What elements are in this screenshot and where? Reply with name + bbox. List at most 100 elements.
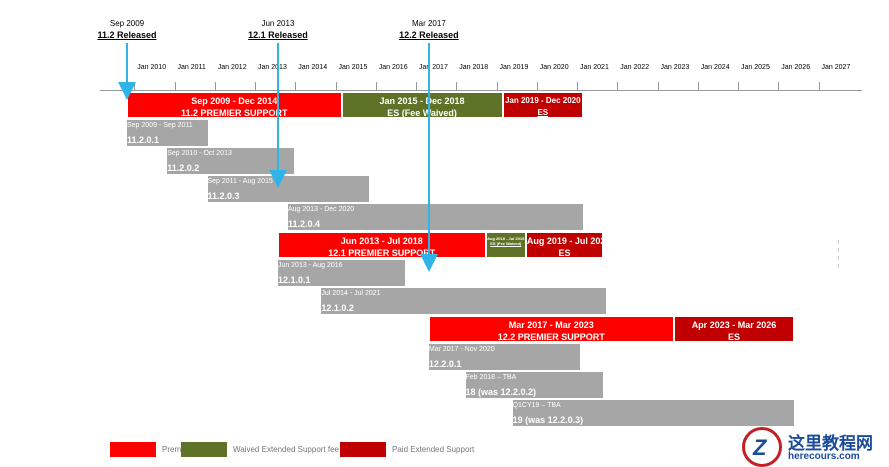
divider-mark (838, 248, 839, 252)
waived-support-bar: Jan 2015 - Dec 2018 ES (Fee Waived) (341, 92, 503, 118)
watermark-url: herecours.com (788, 451, 860, 462)
release-label: 11.2 Released (97, 30, 157, 40)
paid-support-bar: Aug 2019 - Jul 2021 ES (525, 232, 604, 258)
support-type: ES (558, 248, 571, 258)
release-line (427, 43, 430, 256)
release-date: Sep 2009 (109, 19, 145, 28)
release-label: 12.2 Released (399, 30, 459, 40)
patchset-dates: Mar 2017 - Nov 2020 (428, 346, 495, 353)
divider-mark (838, 256, 839, 260)
support-type: ES (Fee Waived) (387, 108, 457, 118)
patchset-version: 11.2.0.4 (288, 219, 321, 229)
patchset-bar: Jul 2014 - Jul 2021 12.1.0.2 (321, 288, 607, 314)
year-label: Jan 2014 (298, 64, 328, 71)
year-tick (174, 82, 176, 91)
year-tick (255, 82, 257, 91)
year-label: Jan 2010 (137, 64, 167, 71)
support-period: Aug 2019 - Jul 2021 (526, 236, 604, 246)
support-type: ES (537, 108, 549, 117)
patchset-dates: Sep 2011 - Aug 2015 (207, 178, 273, 185)
release-date: Jun 2013 (261, 19, 295, 28)
patchset-version: 11.2.0.1 (127, 135, 160, 145)
watermark-site-name: 这里教程网 (788, 434, 873, 453)
year-tick (778, 82, 780, 91)
legend-waived-swatch (181, 441, 227, 457)
support-type: 12.1 PREMIER SUPPORT (328, 248, 436, 258)
year-tick (617, 82, 619, 91)
support-type: 11.2 PREMIER SUPPORT (180, 108, 288, 118)
release-arrow-icon (118, 82, 136, 100)
year-tick (295, 82, 297, 91)
patchset-bar: Mar 2017 - Nov 2020 12.2.0.1 (428, 344, 580, 370)
patchset-version: 12.1.0.1 (277, 275, 311, 285)
watermark-logo: Z 这里教程网 herecours.com (742, 427, 889, 467)
patchset-bar: Q1CY19 – TBA 19 (was 12.2.0.3) (512, 400, 795, 426)
year-tick (577, 82, 579, 91)
year-tick (536, 82, 538, 91)
support-type: ES (Fee Waived) (490, 241, 522, 246)
patchset-dates: Q1CY19 – TBA (512, 402, 561, 409)
release-label: 12.1 Released (248, 30, 308, 40)
premier-support-bar: Jun 2013 - Jul 2018 12.1 PREMIER SUPPORT (277, 232, 486, 258)
premier-support-bar: Mar 2017 - Mar 2023 12.2 PREMIER SUPPORT (428, 316, 674, 342)
divider-mark (838, 264, 839, 268)
patchset-bar: Sep 2010 - Oct 2013 11.2.0.2 (167, 148, 295, 174)
year-tick (496, 82, 498, 91)
year-label: Jan 2026 (781, 64, 811, 71)
patchset-version: 18 (was 12.2.0.2) (465, 387, 537, 397)
support-period: Jan 2015 - Dec 2018 (379, 96, 465, 106)
year-label: Jan 2027 (821, 64, 851, 71)
release-arrow-icon (419, 254, 438, 272)
release-line (126, 43, 128, 84)
patchset-dates: Feb 2018 – TBA (465, 374, 517, 381)
year-label: Jan 2012 (217, 64, 247, 71)
patchset-dates: Jul 2014 - Jul 2021 (321, 290, 381, 297)
year-label: Jan 2019 (499, 64, 529, 71)
legend-waived: Waived Extended Support fee (181, 441, 339, 457)
patchset-version: 11.2.0.2 (167, 163, 200, 173)
year-label: Jan 2017 (419, 64, 448, 71)
support-period: Jan 2019 - Dec 2020 (504, 96, 581, 105)
support-type: ES (727, 332, 740, 342)
patchset-version: 12.2.0.1 (428, 359, 462, 369)
patchset-bar: Aug 2013 - Dec 2020 11.2.0.4 (288, 204, 584, 230)
patchset-dates: Sep 2010 - Oct 2013 (167, 150, 232, 157)
patchset-version: 19 (was 12.2.0.3) (512, 415, 584, 425)
year-tick (818, 82, 820, 91)
support-period: Apr 2023 - Mar 2026 (691, 320, 777, 330)
legend-paid-swatch (340, 441, 386, 457)
legend-paid-label: Paid Extended Support (392, 444, 475, 454)
year-label: Jan 2020 (539, 64, 569, 71)
year-label: Jan 2023 (660, 64, 690, 71)
year-label: Jan 2021 (580, 64, 609, 71)
patchset-dates: Jun 2013 - Aug 2016 (277, 262, 343, 269)
year-tick (657, 82, 659, 91)
year-label: Jan 2018 (459, 64, 489, 71)
patchset-version: 11.2.0.3 (207, 191, 240, 201)
legend-premier: Premier (110, 441, 190, 457)
release-line (276, 43, 279, 172)
watermark-logo-icon: Z (742, 427, 782, 467)
year-tick (697, 82, 699, 91)
year-label: Jan 2025 (741, 64, 770, 71)
divider-mark (838, 240, 839, 244)
year-label: Jan 2015 (338, 64, 368, 71)
support-period: Sep 2009 - Dec 2014 (191, 96, 278, 106)
year-tick (738, 82, 740, 91)
patchset-version: 12.1.0.2 (321, 303, 354, 313)
paid-support-bar: Jan 2019 - Dec 2020 ES (502, 92, 584, 118)
waived-support-bar: Aug 2018 - Jul 2019 ES (Fee Waived) (485, 232, 526, 258)
year-tick (214, 82, 216, 91)
legend-waived-label: Waived Extended Support fee (233, 444, 339, 454)
legend-paid: Paid Extended Support (340, 441, 474, 457)
legend-premier-label: Premier (162, 444, 191, 454)
year-tick (456, 82, 458, 91)
legend-premier-swatch (110, 441, 156, 457)
release-date: Mar 2017 (411, 19, 446, 28)
release-arrow-icon (268, 170, 287, 188)
year-label: Jan 2024 (700, 64, 730, 71)
patchset-bar: Sep 2009 - Sep 2011 11.2.0.1 (127, 120, 208, 146)
patchset-dates: Aug 2013 - Dec 2020 (288, 206, 355, 213)
support-period: Aug 2018 - Jul 2019 (487, 236, 525, 241)
